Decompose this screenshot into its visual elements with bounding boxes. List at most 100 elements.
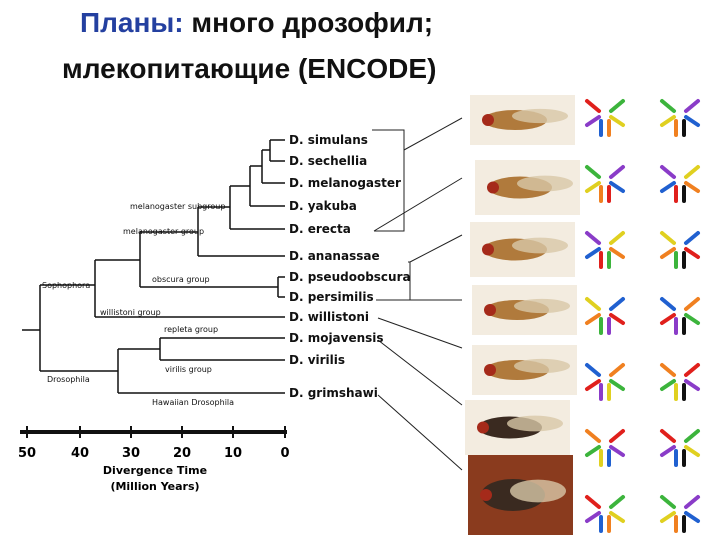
title-highlight: Планы:	[80, 7, 184, 38]
chromosome-arm	[585, 429, 601, 443]
group-label: Drosophila	[47, 375, 90, 384]
chromosome-arm	[609, 165, 625, 179]
fly-eye	[484, 304, 496, 316]
group-label: virilis group	[165, 365, 212, 374]
species-label: D. mojavensis	[289, 331, 384, 345]
axis-tick-label: 10	[224, 446, 242, 461]
chromosome-arm	[585, 297, 601, 311]
chromosome-arm	[609, 247, 625, 259]
fly-wing	[514, 358, 570, 374]
chromosome-arm	[609, 379, 625, 391]
chromosome-arm	[684, 429, 700, 443]
chromosome-arm	[585, 165, 601, 179]
axis-tick-label: 40	[71, 446, 89, 461]
chromosome-arm	[684, 511, 700, 523]
chromosome-arm	[585, 511, 601, 523]
species-label: D. willistoni	[289, 310, 369, 324]
axis-tick-label: 20	[173, 446, 191, 461]
title-line-1: Планы: много дрозофил;	[80, 7, 433, 38]
group-label: willistoni group	[100, 308, 161, 317]
axis-title: (Million Years)	[110, 480, 199, 493]
species-label: D. erecta	[289, 222, 351, 236]
species-label: D. virilis	[289, 353, 345, 367]
chromosome-arm	[684, 297, 700, 311]
species-label: D. pseudoobscura	[289, 270, 411, 284]
chromosome-arm	[684, 115, 700, 127]
species-label: D. grimshawi	[289, 386, 378, 400]
chromosome-arm	[609, 99, 625, 113]
axis-tick-label: 0	[280, 446, 289, 461]
chromosome-arm	[660, 313, 676, 325]
chromosome-arm	[660, 99, 676, 113]
fly-eye	[480, 489, 492, 501]
group-label: Sophophora	[42, 281, 90, 290]
chromosome-arm	[585, 363, 601, 377]
chromosome-arm	[684, 363, 700, 377]
tree-branches	[22, 139, 285, 394]
species-label: D. persimilis	[289, 290, 374, 304]
fly-wing	[517, 175, 573, 192]
species-label: D. ananassae	[289, 249, 380, 263]
chromosome-arm	[660, 511, 676, 523]
species-label: D. simulans	[289, 133, 368, 147]
fly-wing	[512, 237, 568, 254]
chromosome-arm	[660, 231, 676, 245]
group-label: repleta group	[164, 325, 218, 334]
chromosome-arm	[684, 181, 700, 193]
axis-tick-label: 30	[122, 446, 140, 461]
chromosome-arm	[585, 115, 601, 127]
chromosome-arm	[684, 313, 700, 325]
chromosome-arm	[585, 181, 601, 193]
chromosome-arm	[609, 429, 625, 443]
fly-wing	[510, 479, 566, 503]
chromosome-arm	[684, 379, 700, 391]
axis-tick-label: 50	[18, 446, 36, 461]
group-label: Hawaiian Drosophila	[152, 398, 234, 407]
species-label: D. sechellia	[289, 154, 367, 168]
fly-eye	[477, 421, 489, 434]
chromosome-arm	[609, 115, 625, 127]
chromosome-arm	[585, 379, 601, 391]
chromosome-arm	[609, 445, 625, 457]
title-rest: много дрозофил;	[191, 7, 433, 38]
chromosome-arm	[609, 313, 625, 325]
chromosome-arm	[684, 231, 700, 245]
chromosome-arm	[660, 495, 676, 509]
fly-eye	[482, 243, 494, 256]
fly-wing	[512, 108, 568, 124]
title-line-2: млекопитающие (ENCODE)	[62, 53, 436, 84]
chromosome-arm	[684, 445, 700, 457]
chromosome-arm	[585, 495, 601, 509]
species-label: D. yakuba	[289, 199, 357, 213]
chromosome-arm	[585, 445, 601, 457]
chromosome-arm	[660, 181, 676, 193]
chromosome-arm	[660, 165, 676, 179]
chromosome-arm	[609, 297, 625, 311]
group-label: obscura group	[152, 275, 210, 284]
species-label: D. melanogaster	[289, 176, 401, 190]
chromosome-arm	[660, 115, 676, 127]
chromosome-arm	[660, 247, 676, 259]
chromosome-arm	[684, 165, 700, 179]
chromosome-arm	[660, 429, 676, 443]
axis-title: Divergence Time	[103, 464, 207, 477]
chromosome-arm	[660, 445, 676, 457]
chromosome-arm	[609, 363, 625, 377]
chromosome-arm	[609, 511, 625, 523]
chromosome-arm	[609, 495, 625, 509]
chromosome-arm	[585, 313, 601, 325]
chromosome-arm	[585, 231, 601, 245]
chromosome-arm	[585, 99, 601, 113]
chromosome-arm	[684, 495, 700, 509]
fly-eye	[484, 364, 496, 376]
chromosome-arm	[660, 297, 676, 311]
chromosome-arm	[609, 181, 625, 193]
chromosome-arm	[609, 231, 625, 245]
chromosome-arm	[684, 99, 700, 113]
chromosome-arm	[684, 247, 700, 259]
fly-wing	[514, 298, 570, 314]
group-label: melanogaster subgroup	[130, 202, 225, 211]
chromosome-arm	[585, 247, 601, 259]
chromosome-arm	[660, 363, 676, 377]
